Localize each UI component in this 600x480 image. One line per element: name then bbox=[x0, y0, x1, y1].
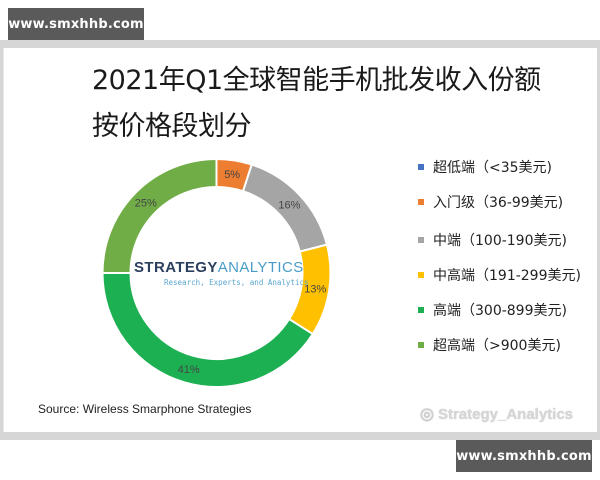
legend-label: 超高端（>900美元) bbox=[433, 338, 561, 354]
legend-marker-icon bbox=[418, 237, 424, 243]
legend-item-mid-high: 中高端（191-299美元) bbox=[418, 263, 581, 287]
source-note: Source: Wireless Smarphone Strategies bbox=[38, 402, 252, 416]
watermark-bottom: www.smxhhb.com bbox=[456, 440, 592, 472]
legend-marker-icon bbox=[418, 164, 424, 170]
weibo-icon: ◎ bbox=[420, 406, 434, 423]
chart-title-line1: 2021年Q1全球智能手机批发收入份额 bbox=[92, 65, 541, 96]
chart-title: 2021年Q1全球智能手机批发收入份额 按价格段划分 bbox=[92, 58, 541, 150]
legend-label: 中高端（191-299美元) bbox=[433, 268, 581, 284]
donut-slice bbox=[101, 272, 315, 388]
legend-label: 高端（300-899美元) bbox=[433, 303, 567, 319]
watermark-top: www.smxhhb.com bbox=[8, 8, 144, 40]
legend-label: 超低端（<35美元) bbox=[433, 160, 553, 176]
slice-percent-label: 13% bbox=[304, 284, 326, 296]
logo-part1: STRATEGY bbox=[134, 259, 218, 276]
legend-marker-icon bbox=[418, 272, 424, 278]
legend-marker-icon bbox=[418, 307, 424, 313]
weibo-watermark: ◎ Strategy_Analytics bbox=[420, 404, 573, 424]
slice-percent-label: 41% bbox=[178, 364, 200, 376]
legend-item-mid: 中端（100-190美元) bbox=[418, 228, 567, 252]
donut-slice bbox=[101, 157, 218, 274]
slice-percent-label: 25% bbox=[135, 197, 157, 209]
logo-tagline: Research, Experts, and Analytics bbox=[164, 278, 309, 287]
legend-marker-icon bbox=[418, 199, 424, 205]
logo-wordmark: STRATEGYANALYTICS bbox=[134, 259, 303, 276]
legend-item-entry: 入门级（36-99美元) bbox=[418, 190, 563, 214]
chart-title-line2: 按价格段划分 bbox=[92, 111, 251, 142]
legend-label: 入门级（36-99美元) bbox=[433, 195, 564, 211]
strategy-analytics-logo: STRATEGYANALYTICS Research, Experts, and… bbox=[134, 259, 309, 287]
legend-item-high: 高端（300-899美元) bbox=[418, 298, 567, 322]
legend-marker-icon bbox=[418, 342, 424, 348]
legend-item-ultra-low: 超低端（<35美元) bbox=[418, 155, 552, 179]
slice-percent-label: 5% bbox=[224, 169, 240, 181]
legend-label: 中端（100-190美元) bbox=[433, 233, 567, 249]
slice-percent-label: 16% bbox=[278, 200, 300, 212]
logo-part2: ANALYTICS bbox=[217, 259, 304, 276]
legend-item-ultra-high: 超高端（>900美元) bbox=[418, 333, 561, 357]
weibo-handle: Strategy_Analytics bbox=[437, 405, 574, 423]
